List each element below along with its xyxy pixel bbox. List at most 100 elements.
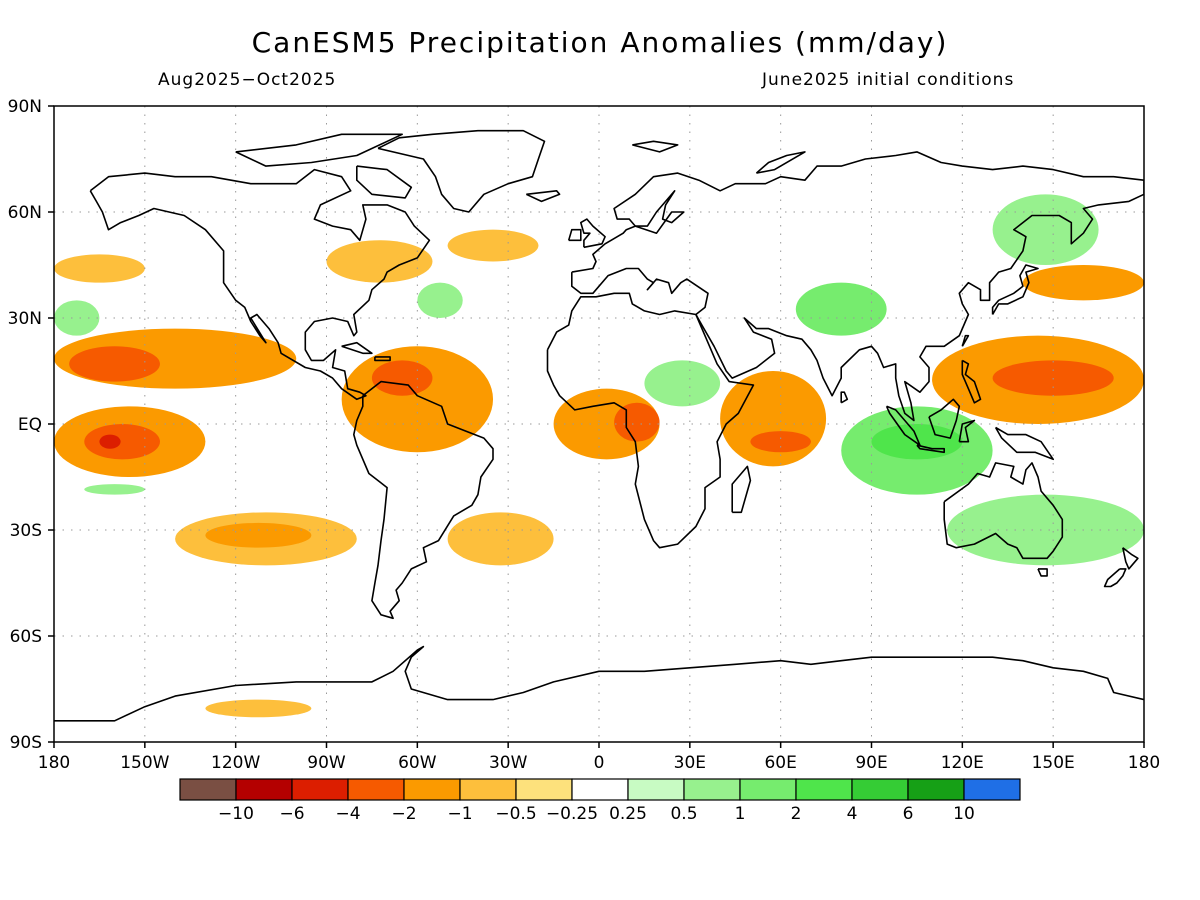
anomaly-region: [326, 240, 433, 283]
anomaly-region: [371, 360, 433, 396]
colorbar-label: 0.25: [609, 804, 647, 824]
coastline-north-america: [89, 168, 431, 401]
forecast-period: Aug2025−Oct2025: [158, 70, 337, 90]
anomaly-region: [795, 282, 887, 336]
graticule: [54, 106, 1144, 742]
coastline-britain: [579, 218, 606, 249]
colorbar-label: −10: [218, 804, 254, 824]
anomaly-region: [417, 282, 463, 319]
colorbar-swatch: [627, 778, 685, 801]
lon-tick-label: 60E: [764, 753, 796, 773]
colorbar-label: 0.5: [670, 804, 697, 824]
coastline-greenland: [377, 129, 546, 213]
anomaly-region: [54, 254, 145, 283]
coastline-japan: [991, 264, 1039, 315]
lat-tick-label: EQ: [18, 415, 42, 435]
anomaly-region: [447, 229, 539, 262]
lat-tick-label: 90N: [8, 97, 42, 117]
colorbar-swatch: [739, 778, 797, 801]
colorbar-swatch: [179, 778, 237, 801]
colorbar-label: −1: [447, 804, 472, 824]
colorbar-swatch: [515, 778, 573, 801]
coastline-svalbard: [632, 140, 679, 153]
lon-tick-label: 180: [1128, 753, 1160, 773]
coastline-nz-north: [1122, 547, 1139, 570]
lon-tick-label: 150W: [120, 753, 169, 773]
colorbar-label: −0.5: [495, 804, 536, 824]
coastline-sulawesi: [958, 419, 976, 443]
coastline-madagascar: [731, 465, 752, 514]
coastline-arctic-islands: [235, 133, 404, 167]
coastline-eurasia: [570, 151, 1144, 422]
coastline-novaya-zemlya: [755, 151, 806, 174]
colorbar-swatch: [403, 778, 461, 801]
lat-tick-label: 60N: [8, 203, 42, 223]
lon-tick-label: 90W: [307, 753, 346, 773]
coastline-tasmania: [1037, 568, 1048, 577]
coastline-south-america: [352, 380, 494, 620]
coastline-scandinavia-gulf: [635, 190, 685, 234]
initial-conditions: June2025 initial conditions: [762, 70, 1015, 90]
coastline-hispaniola: [374, 356, 391, 362]
anomaly-region: [99, 434, 121, 449]
lon-tick-label: 0: [594, 753, 605, 773]
colorbar-swatch: [459, 778, 517, 801]
coastline-antarctica: [54, 645, 1144, 722]
coastline-cuba: [341, 341, 373, 355]
colorbar-swatch: [235, 778, 293, 801]
anomaly-region: [84, 424, 160, 460]
colorbar-swatch: [795, 778, 853, 801]
colorbar-swatch: [347, 778, 405, 801]
map-title: CanESM5 Precipitation Anomalies (mm/day): [251, 26, 949, 59]
colorbar-label: 6: [903, 804, 914, 824]
coastline-australia: [943, 462, 1064, 560]
colorbar-swatch: [571, 778, 629, 801]
anomaly-region: [1022, 265, 1144, 301]
colorbar-label: 2: [791, 804, 802, 824]
anomaly-region: [614, 402, 660, 442]
coastline-sri-lanka: [840, 391, 849, 404]
lon-tick-label: 30E: [674, 753, 706, 773]
lon-tick-label: 120E: [941, 753, 984, 773]
lat-tick-label: 90S: [10, 733, 42, 753]
anomaly-region: [205, 699, 312, 718]
anomaly-region: [644, 360, 721, 407]
coastline-java: [916, 444, 946, 454]
colorbar-swatch: [683, 778, 741, 801]
coastline-nz-south: [1103, 568, 1127, 588]
coastline-iceland: [525, 190, 561, 203]
lon-tick-label: 180: [38, 753, 70, 773]
anomaly-region: [84, 484, 145, 495]
coastlines: [54, 129, 1144, 722]
lon-tick-label: 60W: [398, 753, 437, 773]
coastline-africa: [546, 292, 755, 549]
coastline-borneo: [928, 398, 961, 439]
coastline-taiwan: [961, 334, 970, 347]
lon-tick-label: 90E: [855, 753, 887, 773]
colorbar-label: −4: [335, 804, 360, 824]
coastline-ireland: [567, 228, 582, 242]
colorbar: −10 −6 −4 −2 −1 −0.5 −0.25 0.25 0.5 1 2 4 6 10: [179, 778, 1021, 824]
anomaly-region: [720, 371, 827, 467]
colorbar-swatch: [851, 778, 909, 801]
anomaly-region: [992, 194, 1099, 265]
lon-tick-label: 120W: [211, 753, 260, 773]
anomaly-region: [205, 522, 312, 548]
colorbar-swatch: [291, 778, 349, 801]
colorbar-swatch: [907, 778, 965, 801]
lat-tick-label: 30S: [10, 521, 42, 541]
colorbar-label: 10: [953, 804, 975, 824]
lon-tick-label: 30W: [489, 753, 528, 773]
lon-tick-label: 150E: [1032, 753, 1075, 773]
coastline-new-guinea: [994, 426, 1054, 461]
colorbar-label: −2: [391, 804, 416, 824]
anomaly-region: [54, 300, 100, 336]
colorbar-label: −6: [279, 804, 304, 824]
anomaly-region: [750, 431, 811, 453]
colorbar-label: −0.25: [546, 804, 598, 824]
anomaly-region: [871, 424, 963, 460]
lat-tick-label: 60S: [10, 627, 42, 647]
coastline-baffin: [355, 165, 413, 199]
